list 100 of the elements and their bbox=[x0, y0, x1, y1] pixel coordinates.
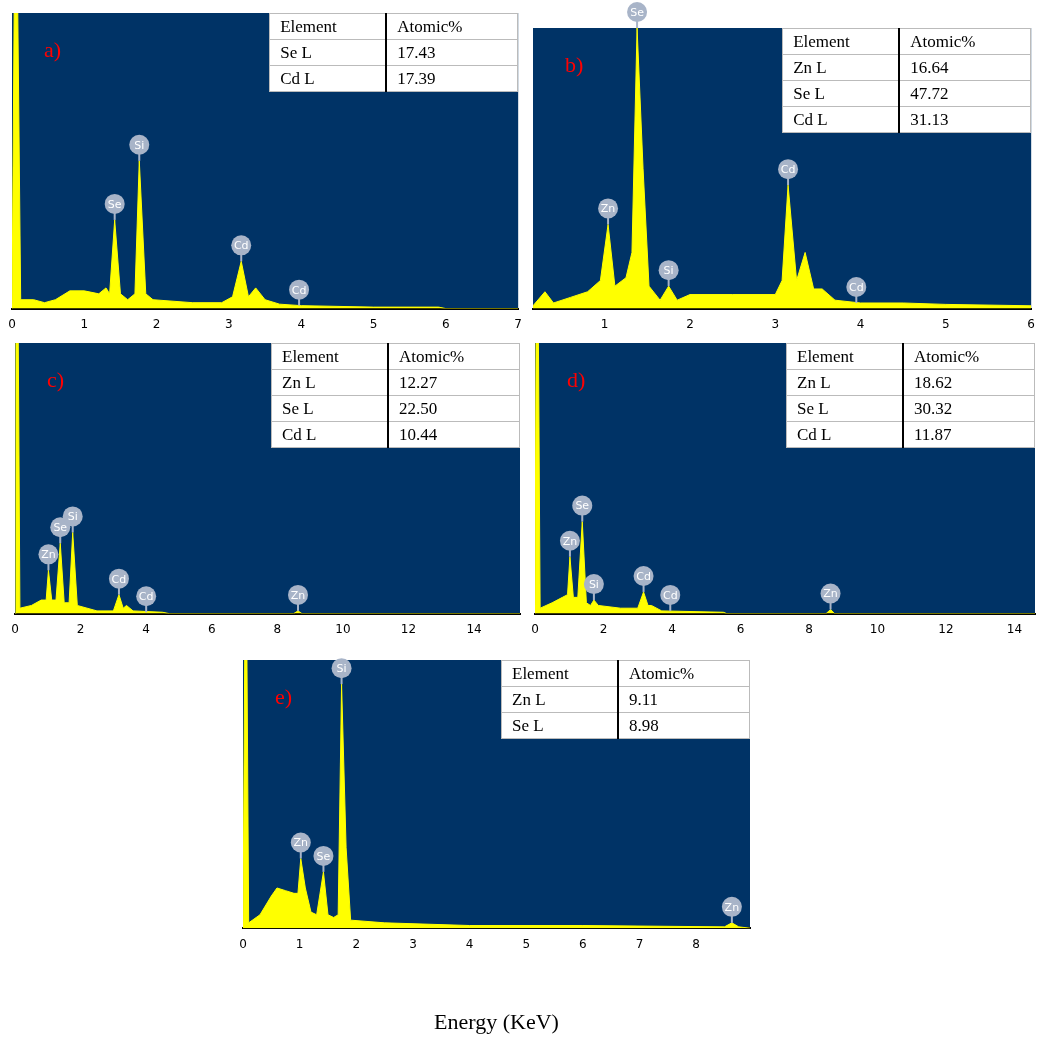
annotation: Zn L bbox=[786, 369, 903, 396]
annotation: Si bbox=[336, 662, 347, 675]
x-tick-label: 6 bbox=[1027, 316, 1035, 331]
annotation: Atomic% bbox=[899, 28, 1031, 55]
x-tick-label: 5 bbox=[942, 316, 950, 331]
annotation: 31.13 bbox=[899, 106, 1031, 133]
x-tick-label: 4 bbox=[142, 621, 150, 636]
x-tick-label: 6 bbox=[207, 621, 216, 636]
x-tick-label: 2 bbox=[599, 621, 608, 636]
x-tick-label: 8 bbox=[273, 621, 282, 636]
annotation: 30.32 bbox=[903, 395, 1035, 422]
x-tick-label: 6 bbox=[442, 316, 450, 331]
annotation: Zn bbox=[293, 836, 309, 850]
x-tick-label: 0 bbox=[8, 316, 16, 331]
text: e) bbox=[275, 683, 293, 709]
annotation: Cd bbox=[291, 283, 307, 297]
annotation: Se bbox=[53, 521, 68, 535]
x-tick-label: 0 bbox=[531, 621, 539, 636]
annotation: Cd bbox=[662, 588, 678, 602]
annotation: Zn bbox=[724, 900, 740, 914]
text: d) bbox=[567, 366, 586, 392]
x-tick-label: 4 bbox=[465, 936, 474, 951]
annotation: Se L bbox=[501, 712, 618, 739]
annotation: Se bbox=[107, 197, 122, 211]
x-tick-label: 3 bbox=[771, 316, 780, 331]
x-tick-label: 3 bbox=[225, 316, 233, 331]
annotation: Zn bbox=[600, 202, 616, 216]
annotation: 16.64 bbox=[899, 54, 1031, 81]
annotation: Si bbox=[67, 510, 78, 524]
annotation: Si bbox=[588, 577, 599, 591]
annotation: Se bbox=[316, 849, 331, 863]
x-tick-label: 12 bbox=[938, 621, 954, 636]
x-tick-label: 5 bbox=[369, 316, 378, 331]
x-tick-label: 3 bbox=[409, 936, 417, 951]
annotation: Cd bbox=[848, 280, 864, 294]
annotation: Cd bbox=[138, 590, 154, 604]
annotation: Cd bbox=[780, 163, 796, 176]
annotation: Se L bbox=[271, 395, 388, 422]
annotation: Zn bbox=[562, 534, 578, 548]
annotation: Zn bbox=[41, 548, 56, 562]
annotation: Zn L bbox=[501, 686, 618, 713]
x-tick-label: 14 bbox=[466, 621, 482, 636]
annotation: Atomic% bbox=[618, 660, 750, 687]
annotation: Zn L bbox=[271, 369, 388, 396]
x-tick-label: 0 bbox=[239, 936, 247, 951]
annotation: Cd L bbox=[269, 65, 387, 92]
x-tick-label: 1 bbox=[295, 936, 304, 951]
x-tick-label: 4 bbox=[856, 316, 865, 331]
annotation: 11.87 bbox=[903, 421, 1035, 448]
x-tick-label: 4 bbox=[668, 621, 676, 636]
annotation: Se L bbox=[786, 395, 903, 422]
annotation: Atomic% bbox=[386, 13, 518, 40]
annotation: Element bbox=[269, 13, 387, 40]
annotation: Si bbox=[134, 138, 145, 152]
annotation: 47.72 bbox=[899, 80, 1031, 107]
x-tick-label: 2 bbox=[76, 621, 85, 636]
annotation: 8.98 bbox=[618, 712, 750, 739]
annotation: Cd bbox=[233, 239, 249, 253]
annotation: Se bbox=[575, 499, 590, 513]
annotation: Cd bbox=[111, 572, 127, 586]
annotation: 17.39 bbox=[386, 65, 518, 92]
x-tick-label: 4 bbox=[297, 316, 306, 331]
x-tick-label: 1 bbox=[80, 316, 89, 331]
x-tick-label: 7 bbox=[514, 316, 522, 331]
annotation: Zn bbox=[290, 588, 306, 602]
x-tick-label: 7 bbox=[635, 936, 644, 951]
annotation: Element bbox=[271, 343, 388, 370]
x-tick-label: 12 bbox=[400, 621, 417, 636]
annotation: Cd bbox=[636, 569, 651, 583]
x-tick-label: 6 bbox=[736, 621, 745, 636]
x-tick-label: 10 bbox=[869, 621, 886, 636]
x-tick-label: 1 bbox=[600, 316, 609, 331]
x-tick-label: 2 bbox=[352, 936, 361, 951]
text: b) bbox=[565, 51, 584, 77]
x-tick-label: 8 bbox=[692, 936, 700, 951]
annotation: 17.43 bbox=[386, 39, 518, 66]
annotation: 9.11 bbox=[618, 686, 750, 713]
x-tick-label: 8 bbox=[805, 621, 813, 636]
annotation: Cd L bbox=[782, 106, 900, 133]
x-tick-label: 5 bbox=[522, 936, 531, 951]
annotation: 22.50 bbox=[388, 395, 520, 422]
annotation: Zn L bbox=[782, 54, 900, 81]
annotation: Se L bbox=[269, 39, 387, 66]
annotation: Atomic% bbox=[388, 343, 520, 370]
annotation: Element bbox=[786, 343, 903, 370]
annotation: 12.27 bbox=[388, 369, 520, 396]
annotation: Se bbox=[630, 5, 645, 19]
annotation: Element bbox=[501, 660, 618, 687]
x-tick-label: 6 bbox=[579, 936, 587, 951]
annotation: Element bbox=[782, 28, 900, 55]
x-tick-label: 2 bbox=[686, 316, 694, 331]
annotation: Atomic% bbox=[903, 343, 1035, 370]
annotation: Cd L bbox=[786, 421, 903, 448]
x-axis-title: Energy (KeV) bbox=[434, 1008, 559, 1034]
text: c) bbox=[47, 366, 65, 392]
annotation: Si bbox=[663, 264, 674, 278]
annotation: Cd L bbox=[271, 421, 388, 448]
x-tick-label: 10 bbox=[335, 621, 351, 636]
text: a) bbox=[44, 36, 62, 62]
annotation: Zn bbox=[823, 587, 838, 601]
